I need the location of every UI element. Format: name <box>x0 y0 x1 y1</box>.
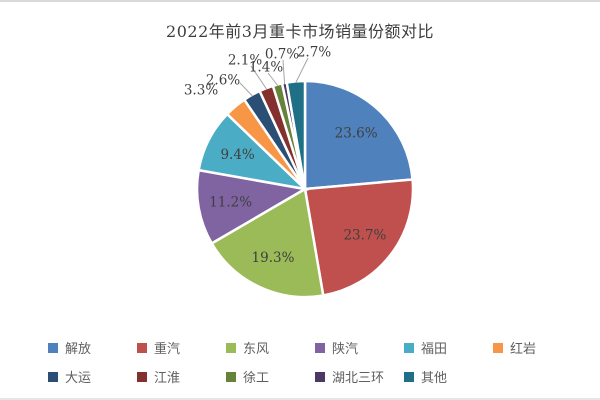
legend-swatch-徐工 <box>226 371 236 382</box>
legend-swatch-大运 <box>48 371 58 382</box>
pie-slice-陕汽 <box>195 168 309 246</box>
leader-line-徐工 <box>267 72 279 86</box>
legend-item-陕汽: 陕汽 <box>315 338 404 357</box>
legend-item-重汽: 重汽 <box>137 338 226 357</box>
slice-label-东风: 19.3% <box>252 250 295 266</box>
legend-item-东风: 东风 <box>226 338 315 357</box>
legend-item-解放: 解放 <box>48 338 137 357</box>
legend-swatch-解放 <box>48 342 58 353</box>
slice-label-其他: 2.7% <box>297 45 331 61</box>
legend-swatch-江淮 <box>137 371 147 382</box>
chart-legend-row-1: 解放 重汽 东风 陕汽 福田 红岩 <box>48 338 600 357</box>
legend-item-红岩: 红岩 <box>493 338 582 357</box>
legend-label: 其他 <box>421 371 448 386</box>
slice-label-湖北三环: 0.7% <box>265 47 299 63</box>
legend-label: 东风 <box>243 342 270 357</box>
legend-label: 福田 <box>421 342 448 357</box>
legend-swatch-湖北三环 <box>315 371 325 382</box>
pie-slice-重汽 <box>303 178 415 297</box>
chart-title: 2022年前3月重卡市场销量份额对比 <box>166 22 434 41</box>
legend-swatch-红岩 <box>493 342 503 353</box>
legend-label: 解放 <box>65 342 92 357</box>
slice-label-江淮: 2.1% <box>228 53 262 69</box>
slice-label-解放: 23.6% <box>335 126 378 142</box>
legend-label: 湖北三环 <box>332 371 385 386</box>
legend-label: 徐工 <box>243 371 270 386</box>
legend-label: 红岩 <box>510 342 537 357</box>
legend-swatch-陕汽 <box>315 342 325 353</box>
chart-legend-row-2: 大运 江淮 徐工 湖北三环 其他 <box>48 367 600 386</box>
leader-line-湖北三环 <box>282 59 286 85</box>
legend-label: 陕汽 <box>332 342 359 357</box>
slice-label-大运: 2.6% <box>206 73 240 89</box>
pie-slice-东风 <box>209 187 325 299</box>
legend-label: 重汽 <box>154 342 181 357</box>
legend-swatch-重汽 <box>137 342 147 353</box>
pie-slice-解放 <box>303 79 414 191</box>
slice-label-重汽: 23.7% <box>343 228 386 244</box>
slice-label-福田: 9.4% <box>220 147 254 163</box>
legend-item-徐工: 徐工 <box>226 367 315 386</box>
legend-item-大运: 大运 <box>48 367 137 386</box>
legend-item-福田: 福田 <box>404 338 493 357</box>
legend-item-江淮: 江淮 <box>137 367 226 386</box>
legend-swatch-东风 <box>226 342 236 353</box>
leader-line-其他 <box>295 57 309 83</box>
leader-line-江淮 <box>250 65 268 90</box>
legend-swatch-其他 <box>404 371 414 382</box>
legend-item-其他: 其他 <box>404 367 493 386</box>
legend-label: 大运 <box>65 371 92 386</box>
legend-label: 江淮 <box>154 371 181 386</box>
slice-label-徐工: 1.4% <box>249 60 283 76</box>
legend-item-湖北三环: 湖北三环 <box>315 367 404 386</box>
legend-swatch-福田 <box>404 342 414 353</box>
slice-label-陕汽: 11.2% <box>209 195 252 211</box>
leader-line-大运 <box>239 82 253 97</box>
slice-label-红岩: 3.3% <box>184 83 218 99</box>
